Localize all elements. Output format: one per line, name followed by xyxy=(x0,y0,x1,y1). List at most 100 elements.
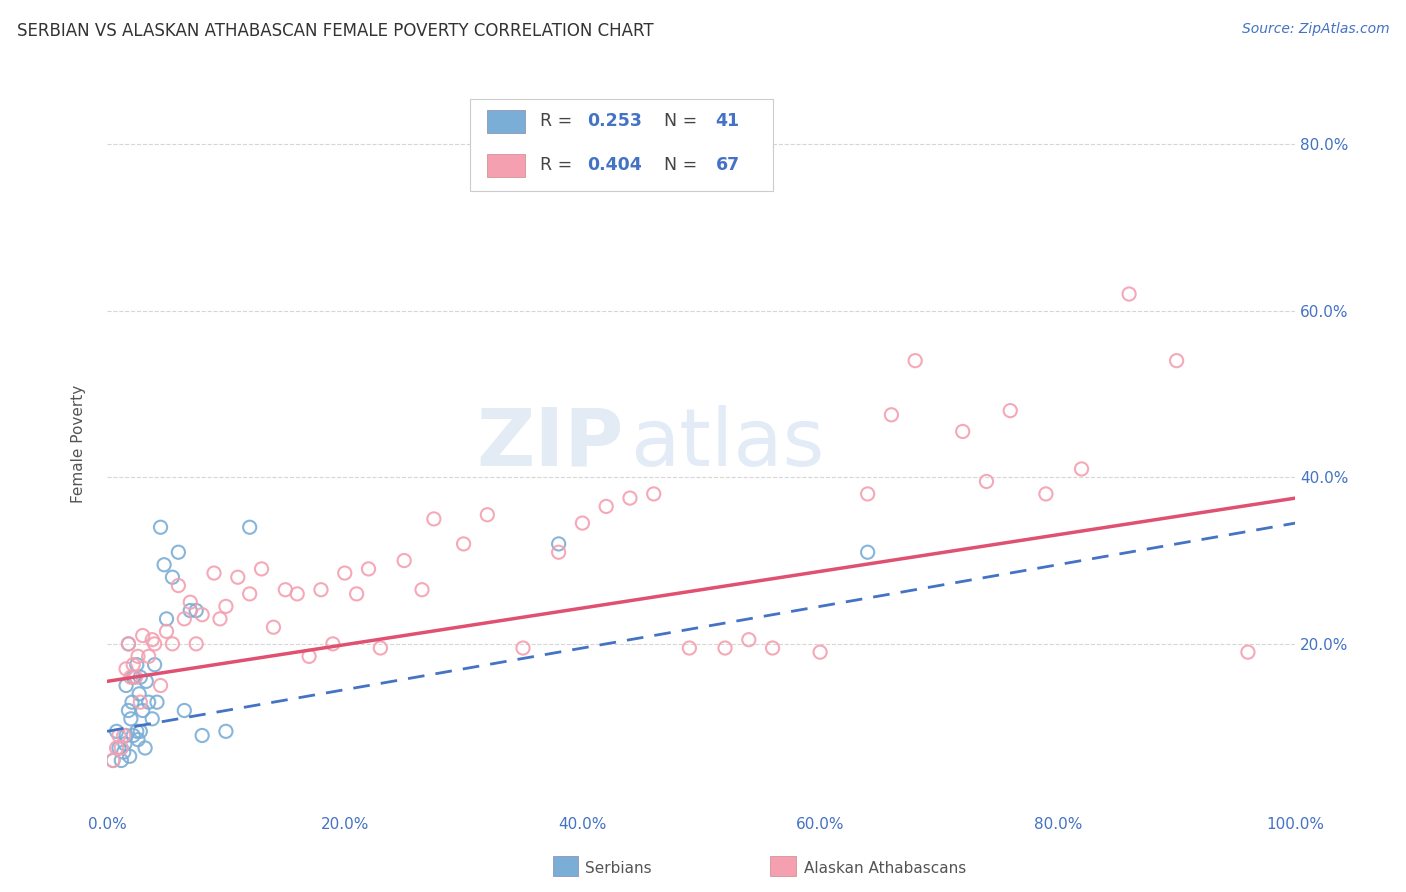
Point xyxy=(191,607,214,622)
Point xyxy=(108,729,131,743)
Point xyxy=(1035,487,1057,501)
Point xyxy=(856,545,879,559)
Point xyxy=(322,637,344,651)
Point xyxy=(127,732,149,747)
Point xyxy=(333,566,356,580)
Point xyxy=(250,562,273,576)
Point xyxy=(108,741,131,756)
Point xyxy=(547,545,569,559)
Point xyxy=(346,587,368,601)
Point xyxy=(309,582,332,597)
Point xyxy=(1000,403,1022,417)
Point xyxy=(155,612,177,626)
Point xyxy=(1237,645,1260,659)
Text: R =: R = xyxy=(540,112,578,130)
Point xyxy=(110,754,132,768)
Point xyxy=(1166,353,1188,368)
Point xyxy=(115,729,138,743)
Point xyxy=(120,670,142,684)
Point xyxy=(262,620,284,634)
Point xyxy=(143,657,166,672)
Text: N =: N = xyxy=(652,112,702,130)
Point xyxy=(357,562,380,576)
Point xyxy=(370,640,392,655)
Point xyxy=(643,487,665,501)
Point xyxy=(125,724,148,739)
Point xyxy=(285,587,308,601)
Point xyxy=(121,695,143,709)
Point xyxy=(571,516,593,530)
Text: Source: ZipAtlas.com: Source: ZipAtlas.com xyxy=(1241,22,1389,37)
Point xyxy=(226,570,249,584)
FancyBboxPatch shape xyxy=(488,110,526,133)
Text: 0.404: 0.404 xyxy=(588,156,643,175)
Point xyxy=(112,745,135,759)
Point xyxy=(1118,287,1140,301)
Point xyxy=(173,612,195,626)
Point xyxy=(186,603,208,617)
Point xyxy=(141,632,163,647)
Point xyxy=(186,637,208,651)
Point xyxy=(239,520,262,534)
Point xyxy=(411,582,433,597)
Text: 41: 41 xyxy=(716,112,740,130)
Point xyxy=(595,500,617,514)
Point xyxy=(135,674,157,689)
Point xyxy=(146,695,169,709)
Point xyxy=(239,587,262,601)
Point xyxy=(155,624,177,639)
Point xyxy=(134,741,156,756)
Text: N =: N = xyxy=(652,156,702,175)
Point xyxy=(167,545,190,559)
Point xyxy=(167,578,190,592)
Point xyxy=(128,687,150,701)
Point xyxy=(153,558,176,572)
Point xyxy=(132,628,155,642)
Point xyxy=(114,737,136,751)
Point xyxy=(179,595,201,609)
Point xyxy=(162,570,184,584)
Point xyxy=(101,754,124,768)
Text: SERBIAN VS ALASKAN ATHABASCAN FEMALE POVERTY CORRELATION CHART: SERBIAN VS ALASKAN ATHABASCAN FEMALE POV… xyxy=(17,22,654,40)
Point xyxy=(202,566,225,580)
Point xyxy=(112,729,135,743)
Point xyxy=(904,353,927,368)
Point xyxy=(120,712,142,726)
Point xyxy=(117,704,139,718)
Y-axis label: Female Poverty: Female Poverty xyxy=(72,384,86,503)
Text: Alaskan Athabascans: Alaskan Athabascans xyxy=(804,862,966,876)
Point xyxy=(423,512,446,526)
Point xyxy=(392,553,415,567)
Point xyxy=(122,670,145,684)
Point xyxy=(477,508,499,522)
Point xyxy=(678,640,700,655)
Point xyxy=(856,487,879,501)
Point xyxy=(547,537,569,551)
Point xyxy=(453,537,475,551)
Point xyxy=(952,425,974,439)
Point xyxy=(129,724,152,739)
Text: 67: 67 xyxy=(716,156,740,175)
Point xyxy=(138,695,160,709)
Point xyxy=(143,637,166,651)
Point xyxy=(215,724,238,739)
Point xyxy=(105,724,128,739)
Point xyxy=(138,649,160,664)
Point xyxy=(105,741,128,756)
FancyBboxPatch shape xyxy=(470,99,772,191)
Point xyxy=(761,640,783,655)
Point xyxy=(179,603,201,617)
Point xyxy=(132,704,155,718)
Point xyxy=(122,729,145,743)
Point xyxy=(215,599,238,614)
Point xyxy=(976,475,998,489)
Point xyxy=(149,520,172,534)
Point xyxy=(714,640,737,655)
Point xyxy=(129,670,152,684)
Point xyxy=(512,640,534,655)
Point xyxy=(115,679,138,693)
Text: 0.253: 0.253 xyxy=(588,112,643,130)
Point xyxy=(880,408,903,422)
Point xyxy=(208,612,231,626)
Point xyxy=(117,637,139,651)
